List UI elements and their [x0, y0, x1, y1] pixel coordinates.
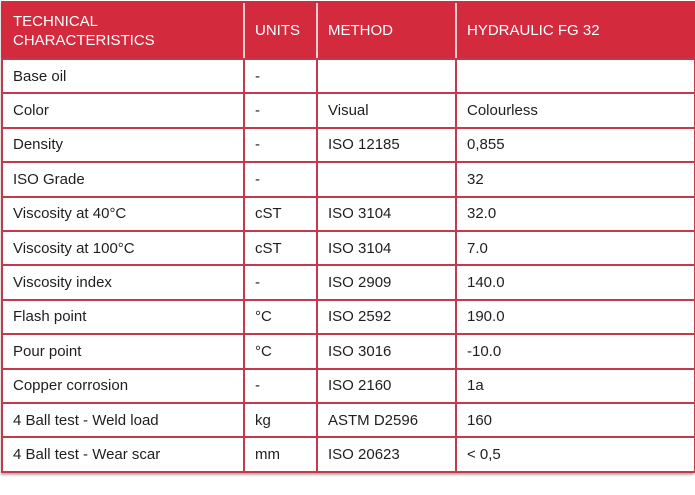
- table-row: Viscosity at 40°C cST ISO 3104 32.0: [1, 195, 695, 232]
- cell-method: ISO 3016: [316, 333, 457, 370]
- spec-table-container: TECHNICAL CHARACTERISTICS UNITS METHOD H…: [1, 1, 695, 473]
- cell-characteristic: Density: [1, 126, 245, 164]
- spec-table: TECHNICAL CHARACTERISTICS UNITS METHOD H…: [1, 1, 695, 473]
- cell-units: -: [243, 161, 318, 198]
- cell-method: ISO 12185: [316, 126, 457, 164]
- cell-method: ASTM D2596: [316, 401, 457, 439]
- cell-units: -: [243, 367, 318, 404]
- column-header-method: METHOD: [316, 1, 456, 60]
- cell-characteristic: Viscosity at 100°C: [1, 229, 245, 267]
- table-row: Pour point °C ISO 3016 -10.0: [1, 333, 695, 370]
- cell-method: Visual: [316, 92, 457, 129]
- spec-table-body: Base oil - Color - Visual Colourless Density - I…: [1, 57, 695, 473]
- cell-units: cST: [243, 229, 318, 267]
- cell-units: -: [243, 264, 318, 301]
- cell-value: 7.0: [455, 229, 695, 267]
- cell-characteristic: 4 Ball test - Wear scar: [1, 436, 245, 473]
- cell-characteristic: 4 Ball test - Weld load: [1, 401, 245, 439]
- cell-value: [455, 57, 695, 95]
- table-row: Color - Visual Colourless: [1, 92, 695, 129]
- cell-units: -: [243, 92, 318, 129]
- cell-value: 0,855: [455, 126, 695, 164]
- cell-units: mm: [243, 436, 318, 473]
- cell-characteristic: ISO Grade: [1, 161, 245, 198]
- cell-method: ISO 20623: [316, 436, 457, 473]
- table-row: Viscosity at 100°C cST ISO 3104 7.0: [1, 229, 695, 267]
- cell-value: 190.0: [455, 298, 695, 336]
- cell-value: 160: [455, 401, 695, 439]
- cell-value: 32.0: [455, 195, 695, 232]
- cell-method: ISO 3104: [316, 229, 457, 267]
- cell-method: ISO 2160: [316, 367, 457, 404]
- cell-value: 32: [455, 161, 695, 198]
- cell-characteristic: Viscosity at 40°C: [1, 195, 245, 232]
- cell-value: Colourless: [455, 92, 695, 129]
- cell-method: ISO 3104: [316, 195, 457, 232]
- table-row: Base oil -: [1, 57, 695, 95]
- table-row: Copper corrosion - ISO 2160 1a: [1, 367, 695, 404]
- cell-characteristic: Pour point: [1, 333, 245, 370]
- cell-characteristic: Base oil: [1, 57, 245, 95]
- cell-units: °C: [243, 298, 318, 336]
- cell-value: < 0,5: [455, 436, 695, 473]
- cell-characteristic: Copper corrosion: [1, 367, 245, 404]
- cell-units: -: [243, 57, 318, 95]
- cell-value: 140.0: [455, 264, 695, 301]
- table-row: 4 Ball test - Weld load kg ASTM D2596 160: [1, 401, 695, 439]
- cell-value: 1a: [455, 367, 695, 404]
- table-row: Flash point °C ISO 2592 190.0: [1, 298, 695, 336]
- cell-method: ISO 2909: [316, 264, 457, 301]
- cell-units: -: [243, 126, 318, 164]
- cell-value: -10.0: [455, 333, 695, 370]
- table-row: 4 Ball test - Wear scar mm ISO 20623 < 0,5: [1, 436, 695, 473]
- cell-characteristic: Color: [1, 92, 245, 129]
- spec-table-header: TECHNICAL CHARACTERISTICS UNITS METHOD H…: [1, 1, 695, 60]
- cell-method: ISO 2592: [316, 298, 457, 336]
- cell-units: °C: [243, 333, 318, 370]
- cell-characteristic: Flash point: [1, 298, 245, 336]
- table-row: Density - ISO 12185 0,855: [1, 126, 695, 164]
- cell-method: [316, 161, 457, 198]
- column-header-product: HYDRAULIC FG 32: [455, 1, 695, 60]
- cell-characteristic: Viscosity index: [1, 264, 245, 301]
- table-row: ISO Grade - 32: [1, 161, 695, 198]
- cell-method: [316, 57, 457, 95]
- table-row: Viscosity index - ISO 2909 140.0: [1, 264, 695, 301]
- cell-units: kg: [243, 401, 318, 439]
- column-header-characteristics: TECHNICAL CHARACTERISTICS: [1, 1, 244, 60]
- column-header-units: UNITS: [243, 1, 317, 60]
- cell-units: cST: [243, 195, 318, 232]
- header-row: TECHNICAL CHARACTERISTICS UNITS METHOD H…: [1, 1, 695, 60]
